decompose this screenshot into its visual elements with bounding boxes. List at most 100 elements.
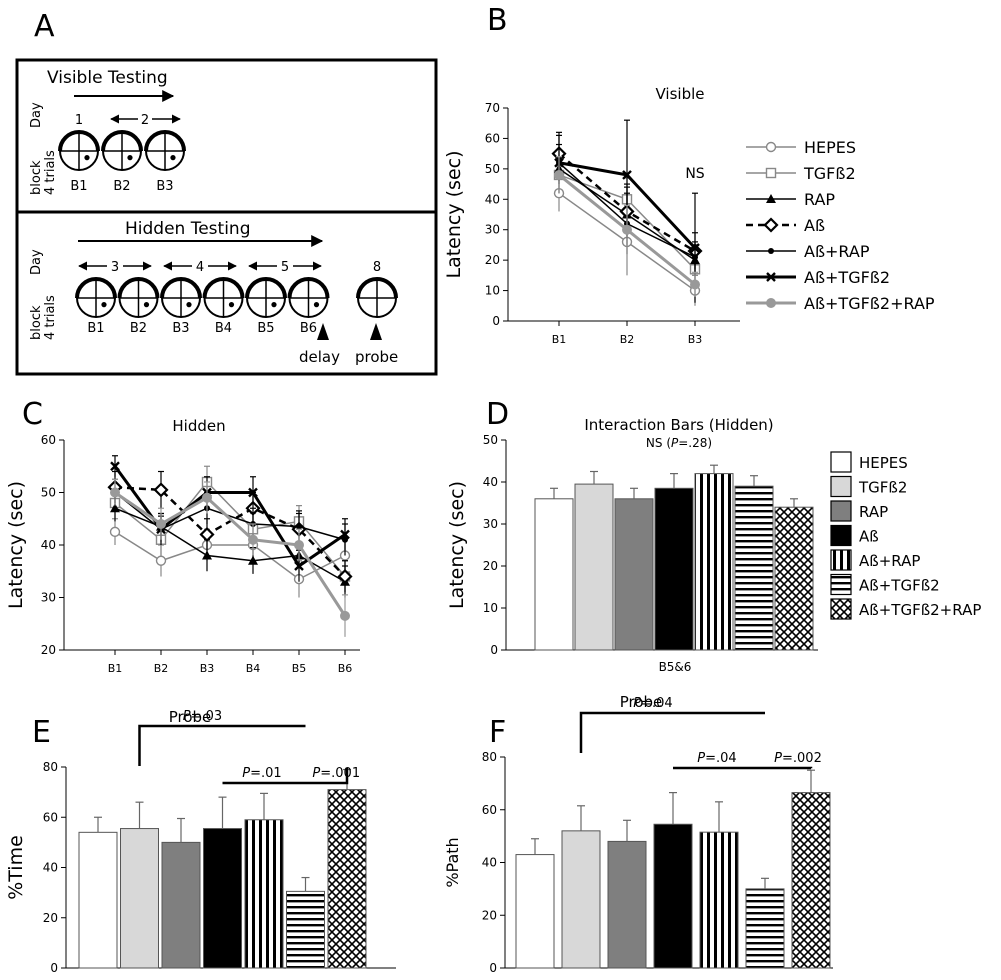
hidden-block-axis-sublabel: 4 trials [43,295,58,340]
chart-f-comparison-line-0 [579,711,765,753]
hidden-pool-b2-platform [143,302,150,308]
panel-label-c: C [22,397,43,432]
chart-c-xtick-label-b1: B1 [108,662,123,675]
probe-arrowhead [370,323,382,340]
chart-e-comparison-value-2: =.001 [320,766,360,781]
hidden-pool-b5 [245,277,287,318]
chart-d-subtitle-part-0: NS ( [646,436,671,450]
visible-pool-b2-platform [127,155,133,161]
chart-f-comparison-0: P=.04 [579,696,765,753]
chart-e-title: Probe [169,708,212,726]
chart-f-ytick-label-60: 60 [482,803,497,817]
chart-d-title: Interaction Bars (Hidden) [584,416,773,434]
visible-block-label-b3: B3 [156,179,173,194]
panel-label-d: D [486,397,509,432]
chart-c-series-ass-plus-tgfss2-plus-rap [110,478,350,637]
chart-f-bar-ass-plus-tgfss2 [745,888,785,969]
chart-c-ytick-label-60: 60 [41,433,56,447]
chart-e-ytick-label-0: 0 [50,961,58,975]
chart-f-comparison-1: P=.04 [673,751,765,770]
chart-e-bar-ass-plus-tgfss2 [286,890,325,969]
visible-pool-b3 [144,130,186,171]
chart-c-point-ass-plus-rap-b5 [296,523,302,530]
protocol-schematic: Visible Testing Day block 4 trials 1 2 B… [15,58,438,376]
chart-e-comparison-label-2: P=.001 [312,766,360,781]
legend-bar-ass-plus-tgfss2-plus-rap-label: Aß+TGFß2+RAP [859,601,981,619]
chart-b-ylabel: Latency (sec) [443,151,465,279]
chart-d-subtitle: NS (P=.28) [646,436,712,450]
chart-f-comparison-2: P=.002 [765,751,822,770]
chart-c-point-rap-b3 [202,550,212,560]
chart-d-ytick-label-50: 50 [483,433,498,447]
hidden-pool-b3 [160,277,202,318]
hidden-pool-b1 [75,277,117,318]
chart-e-comparison-line-2 [305,767,349,785]
chart-c-point-ass-plus-tgfss2-b4 [248,487,258,498]
chart-b-point-ass-plus-tgfss2-plus-rap-b3 [690,279,700,290]
chart-d-bar-ass [654,487,694,651]
chart-b-point-ass-plus-tgfss2-plus-rap-b1 [554,169,564,180]
chart-c-point-ass-plus-tgfss2-plus-rap-b4 [248,534,258,545]
legend-bar-ass-plus-tgfss2-label: Aß+TGFß2 [859,577,940,595]
chart-d-ytick-label-40: 40 [483,475,498,489]
hidden-pool-b3-platform [186,302,192,308]
chart-b-point-ass-plus-tgfss2-b2 [622,170,632,180]
chart-c-point-ass-plus-tgfss2-b1 [110,461,120,472]
panel-label-e: E [32,715,51,750]
legend-bar-ass-plus-tgfss2-plus-rap-swatch [830,598,852,620]
visible-pool-b1 [58,130,100,171]
chart-e-bar-ass [203,828,242,969]
chart-c-ytick-label-40: 40 [41,538,56,552]
legend-bar-hepes-swatch [830,451,852,473]
chart-b-ytick-label-0: 0 [492,314,500,328]
chart-e-bar-hepes [78,831,118,969]
hidden-block-label-b6: B6 [300,321,317,336]
panel-label-a: A [34,9,55,44]
chart-e-comparison-value-1: =.01 [250,766,282,781]
schematic-frame [15,58,438,376]
chart-d-ylabel: Latency (sec) [446,481,468,609]
chart-f-ytick-label-80: 80 [482,750,497,764]
visible-block-axis-sublabel: 4 trials [43,150,58,195]
visible-block-axis-label: block [29,160,44,195]
chart-f-bar-ass [653,823,693,969]
hidden-pool-b6 [287,277,330,318]
chart-c-xtick-label-b4: B4 [246,662,261,675]
legend-bar-tgfss2-label: TGFß2 [858,479,907,497]
visible-pool-b2 [101,130,143,171]
chart-e-comparison-p-0: P [183,709,191,724]
legend-line-ass-plus-tgfss2-marker [766,272,776,282]
hidden-block-label-b1: B1 [87,321,104,336]
chart-c-point-ass-plus-tgfss2-plus-rap-b1 [110,487,120,498]
chart-hidden-latency: 20 30 40 50 60 B1 B2 B3 B4 B5 B6 Hidden Latency (sec… [5,417,360,675]
legend-bar-ass-plus-rap-label: Aß+RAP [859,552,920,570]
chart-d-subtitle-part-2: =.28) [678,436,712,450]
chart-f-bar-hepes [515,854,555,969]
hidden-pool-b4 [202,277,245,318]
chart-f-comparison-p-0: P [633,696,641,711]
chart-e-ytick-label-80: 80 [43,760,58,774]
chart-e-comparison-line-0 [138,724,306,766]
chart-b-xtick-label-b3: B3 [688,333,703,346]
hidden-block-label-b5: B5 [257,321,274,336]
chart-c-ylabel: Latency (sec) [5,481,27,609]
chart-d-ytick-label-30: 30 [483,517,498,531]
chart-d-bar-rap [614,498,654,651]
hidden-pool-b4-platform [228,302,235,308]
visible-block-label-b2: B2 [113,179,130,194]
chart-c-point-ass-b3 [199,526,215,543]
hidden-block-axis-label: block [29,305,44,340]
legend-line-rap-marker [766,194,776,203]
legend-bar-ass-plus-rap-swatch [830,549,852,571]
chart-e-comparison-label-0: P=.03 [183,709,222,724]
visible-block-label-b1: B1 [70,179,87,194]
hidden-block-label-b4: B4 [215,321,232,336]
legend-bar-rap-label: RAP [859,503,888,521]
chart-d-bar-tgfss2 [574,483,614,651]
chart-f-ytick-label-0: 0 [489,961,497,975]
chart-c-point-ass-plus-tgfss2-b6 [340,529,350,540]
chart-f-comparison-value-0: =.04 [641,696,673,711]
hidden-pool-b5-platform [271,302,277,308]
legend-line-ass-plus-rap-label: Aß+RAP [804,242,870,261]
chart-e-comparison-value-0: =.03 [191,709,223,724]
